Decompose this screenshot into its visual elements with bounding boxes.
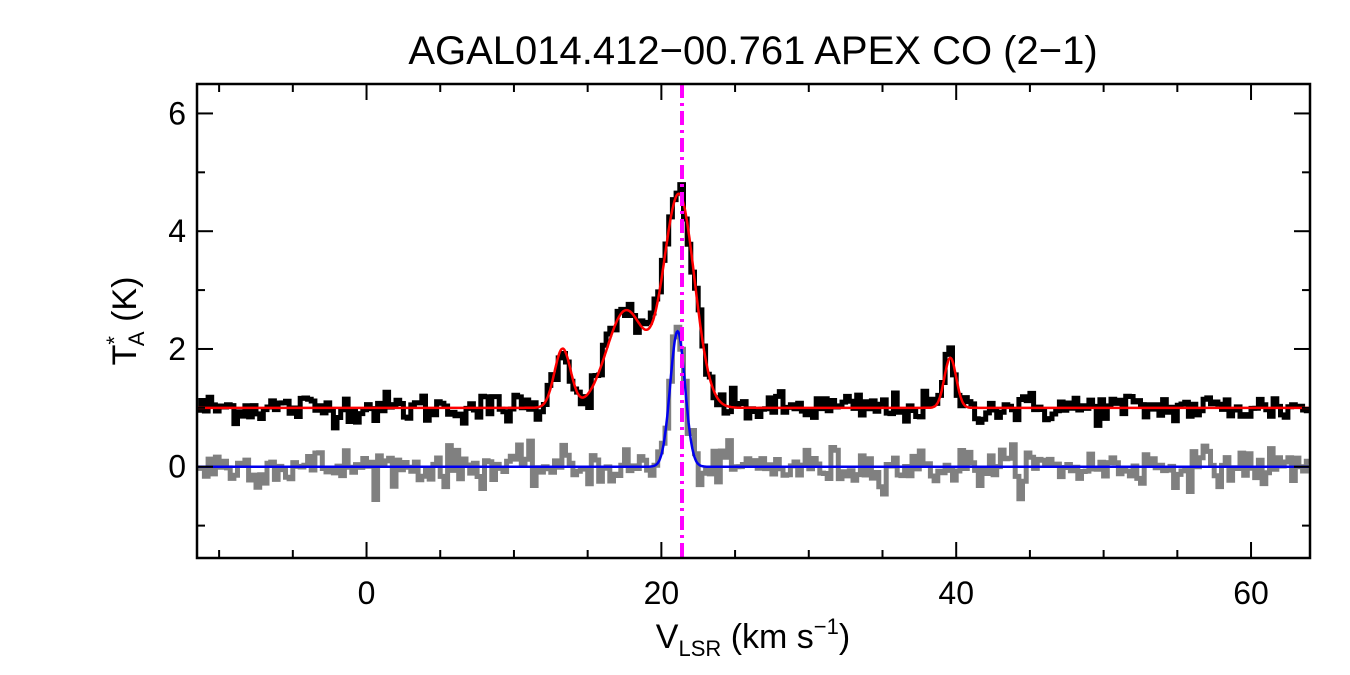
x-axis-label-main: V xyxy=(656,618,679,656)
y-axis-label: T*A (K) xyxy=(102,277,149,366)
x-axis-label-sup: −1 xyxy=(814,614,839,639)
x-axis-label-rest: (km s xyxy=(721,618,814,656)
x-tick-label: 60 xyxy=(1233,575,1269,611)
axis-ticks: 0 20 40 60 0 2 4 6 xyxy=(168,84,1310,611)
x-tick-label: 0 xyxy=(358,575,376,611)
plot-area xyxy=(197,84,1310,558)
y-tick-label: 6 xyxy=(168,95,186,131)
fit-series-0 xyxy=(197,192,1310,410)
y-tick-label: 4 xyxy=(168,213,186,249)
y-axis-label-main: T xyxy=(106,345,144,366)
spectrum-series-1 xyxy=(197,324,1310,502)
y-tick-label: 2 xyxy=(168,331,186,367)
y-axis-label-sup: * xyxy=(102,336,127,345)
x-tick-label: 40 xyxy=(938,575,974,611)
x-axis-label: VLSR (km s−1) xyxy=(656,614,850,661)
plot-frame xyxy=(195,82,1312,560)
fit-series-1 xyxy=(197,329,1310,468)
y-axis-label-rest: (K) xyxy=(106,277,144,332)
y-tick-label: 0 xyxy=(168,449,186,485)
spectrum-series-0 xyxy=(197,182,1310,431)
x-tick-label: 20 xyxy=(644,575,680,611)
chart-title: AGAL014.412−00.761 APEX CO (2−1) xyxy=(408,29,1097,73)
x-axis-label-close: ) xyxy=(839,618,850,656)
x-axis-label-sub: LSR xyxy=(678,636,721,661)
y-axis-label-sub: A xyxy=(124,331,149,346)
